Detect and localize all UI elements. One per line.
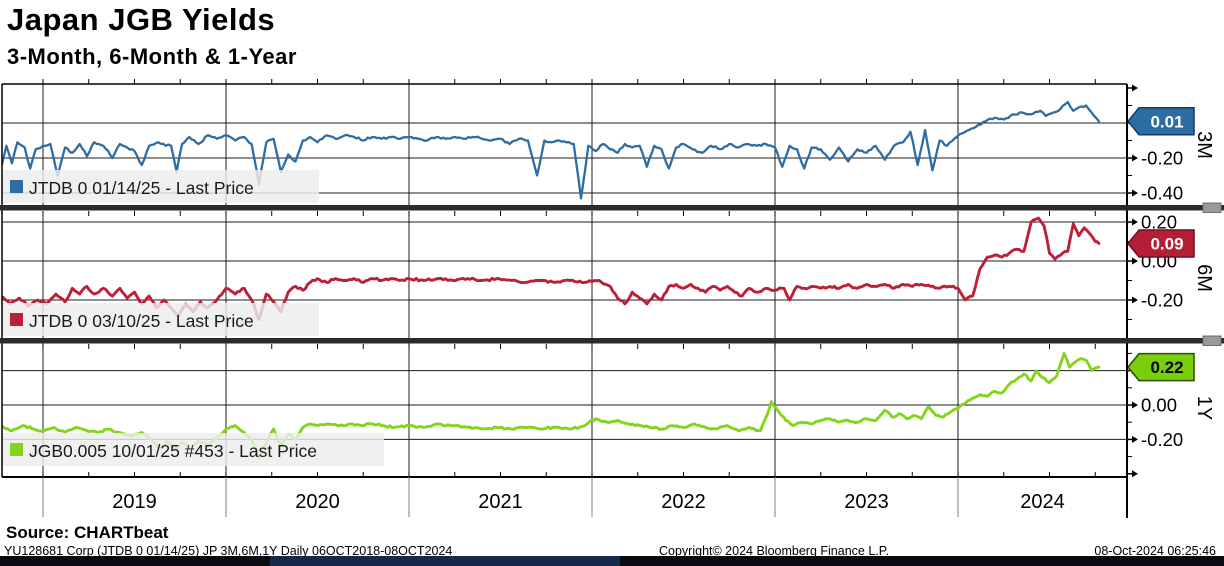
last-price-badge-1y: 0.22 <box>1127 352 1195 382</box>
x-year-label: 2020 <box>295 491 340 513</box>
separator-handle[interactable] <box>1202 335 1222 346</box>
y-tick-label: -0.20 <box>1141 429 1183 450</box>
legend-box <box>1 170 319 203</box>
footer-timestamp: 08-Oct-2024 06:25:46 <box>1094 544 1216 558</box>
axis-label-1y: 1Y <box>1193 396 1215 420</box>
panel-6m: JTDB 0 03/10/25 - Last Price0.200.00-0.2… <box>1 212 1215 338</box>
y-tick-arrow <box>1132 296 1138 304</box>
panel-separator[interactable] <box>0 205 1224 211</box>
last-price-value: 0.22 <box>1150 358 1183 377</box>
y-tick-arrow <box>1132 154 1138 162</box>
legend-marker <box>10 443 23 456</box>
series-line-3m <box>2 100 1101 200</box>
legend-box <box>1 433 384 466</box>
x-year-label: 2024 <box>1020 491 1065 513</box>
source-label: Source: CHARTbeat <box>6 523 169 542</box>
y-tick-arrow <box>1132 218 1138 226</box>
y-tick-label: 0.00 <box>1141 395 1177 416</box>
last-price-value: 0.09 <box>1150 234 1183 253</box>
legend-3m[interactable]: JTDB 0 01/14/25 - Last Price <box>1 170 319 203</box>
last-price-badge-6m: 0.09 <box>1127 229 1195 258</box>
legend-label: JGB0.005 10/01/25 #453 - Last Price <box>29 441 317 461</box>
footer-meta: YU128681 Corp (JTDB 0 01/14/25) JP 3M,6M… <box>4 544 453 558</box>
y-tick-arrow <box>1132 435 1138 443</box>
y-tick-arrow <box>1132 470 1138 478</box>
panel-separator[interactable] <box>0 338 1224 344</box>
axis-label-6m: 6M <box>1193 264 1215 292</box>
legend-6m[interactable]: JTDB 0 03/10/25 - Last Price <box>1 303 319 336</box>
page-subtitle: 3-Month, 6-Month & 1-Year <box>7 44 297 69</box>
page-title: Japan JGB Yields <box>7 2 276 37</box>
x-year-label: 2021 <box>478 491 523 513</box>
panel-3m: JTDB 0 01/14/25 - Last Price -0.20 -0.40 3M… <box>1 84 1215 205</box>
bottom-bar <box>0 556 1224 566</box>
legend-box <box>1 303 319 336</box>
y-tick-arrow <box>1132 189 1138 197</box>
panel-1y: JGB0.005 10/01/25 #453 - Last Price 0.00 -… <box>1 343 1215 478</box>
y-tick-arrow <box>1132 401 1138 409</box>
legend-marker <box>10 180 23 193</box>
legend-marker <box>10 313 23 326</box>
bottom-bar-segment <box>270 556 620 566</box>
x-year-label: 2022 <box>661 491 706 513</box>
legend-label: JTDB 0 03/10/25 - Last Price <box>29 311 254 331</box>
legend-1y[interactable]: JGB0.005 10/01/25 #453 - Last Price <box>1 433 384 466</box>
separator-handle[interactable] <box>1202 202 1222 213</box>
y-tick-label: -0.20 <box>1141 148 1183 169</box>
y-tick-arrow <box>1132 257 1138 265</box>
last-price-value: 0.01 <box>1150 112 1183 131</box>
axis-label-3m: 3M <box>1193 131 1215 159</box>
x-year-label: 2023 <box>844 491 889 513</box>
badge-shape <box>1127 229 1195 258</box>
y-tick-arrow <box>1132 84 1138 92</box>
legend-label: JTDB 0 01/14/25 - Last Price <box>29 178 254 198</box>
y-tick-label: 0.20 <box>1141 212 1177 233</box>
badge-shape <box>1127 107 1195 136</box>
x-year-label: 2019 <box>112 491 157 513</box>
badge-shape <box>1127 352 1195 382</box>
y-tick-label: -0.20 <box>1141 290 1183 311</box>
last-price-badge-3m: 0.01 <box>1127 107 1195 136</box>
footer-copyright: Copyright© 2024 Bloomberg Finance L.P. <box>659 544 889 558</box>
y-tick-label: -0.40 <box>1141 183 1183 204</box>
